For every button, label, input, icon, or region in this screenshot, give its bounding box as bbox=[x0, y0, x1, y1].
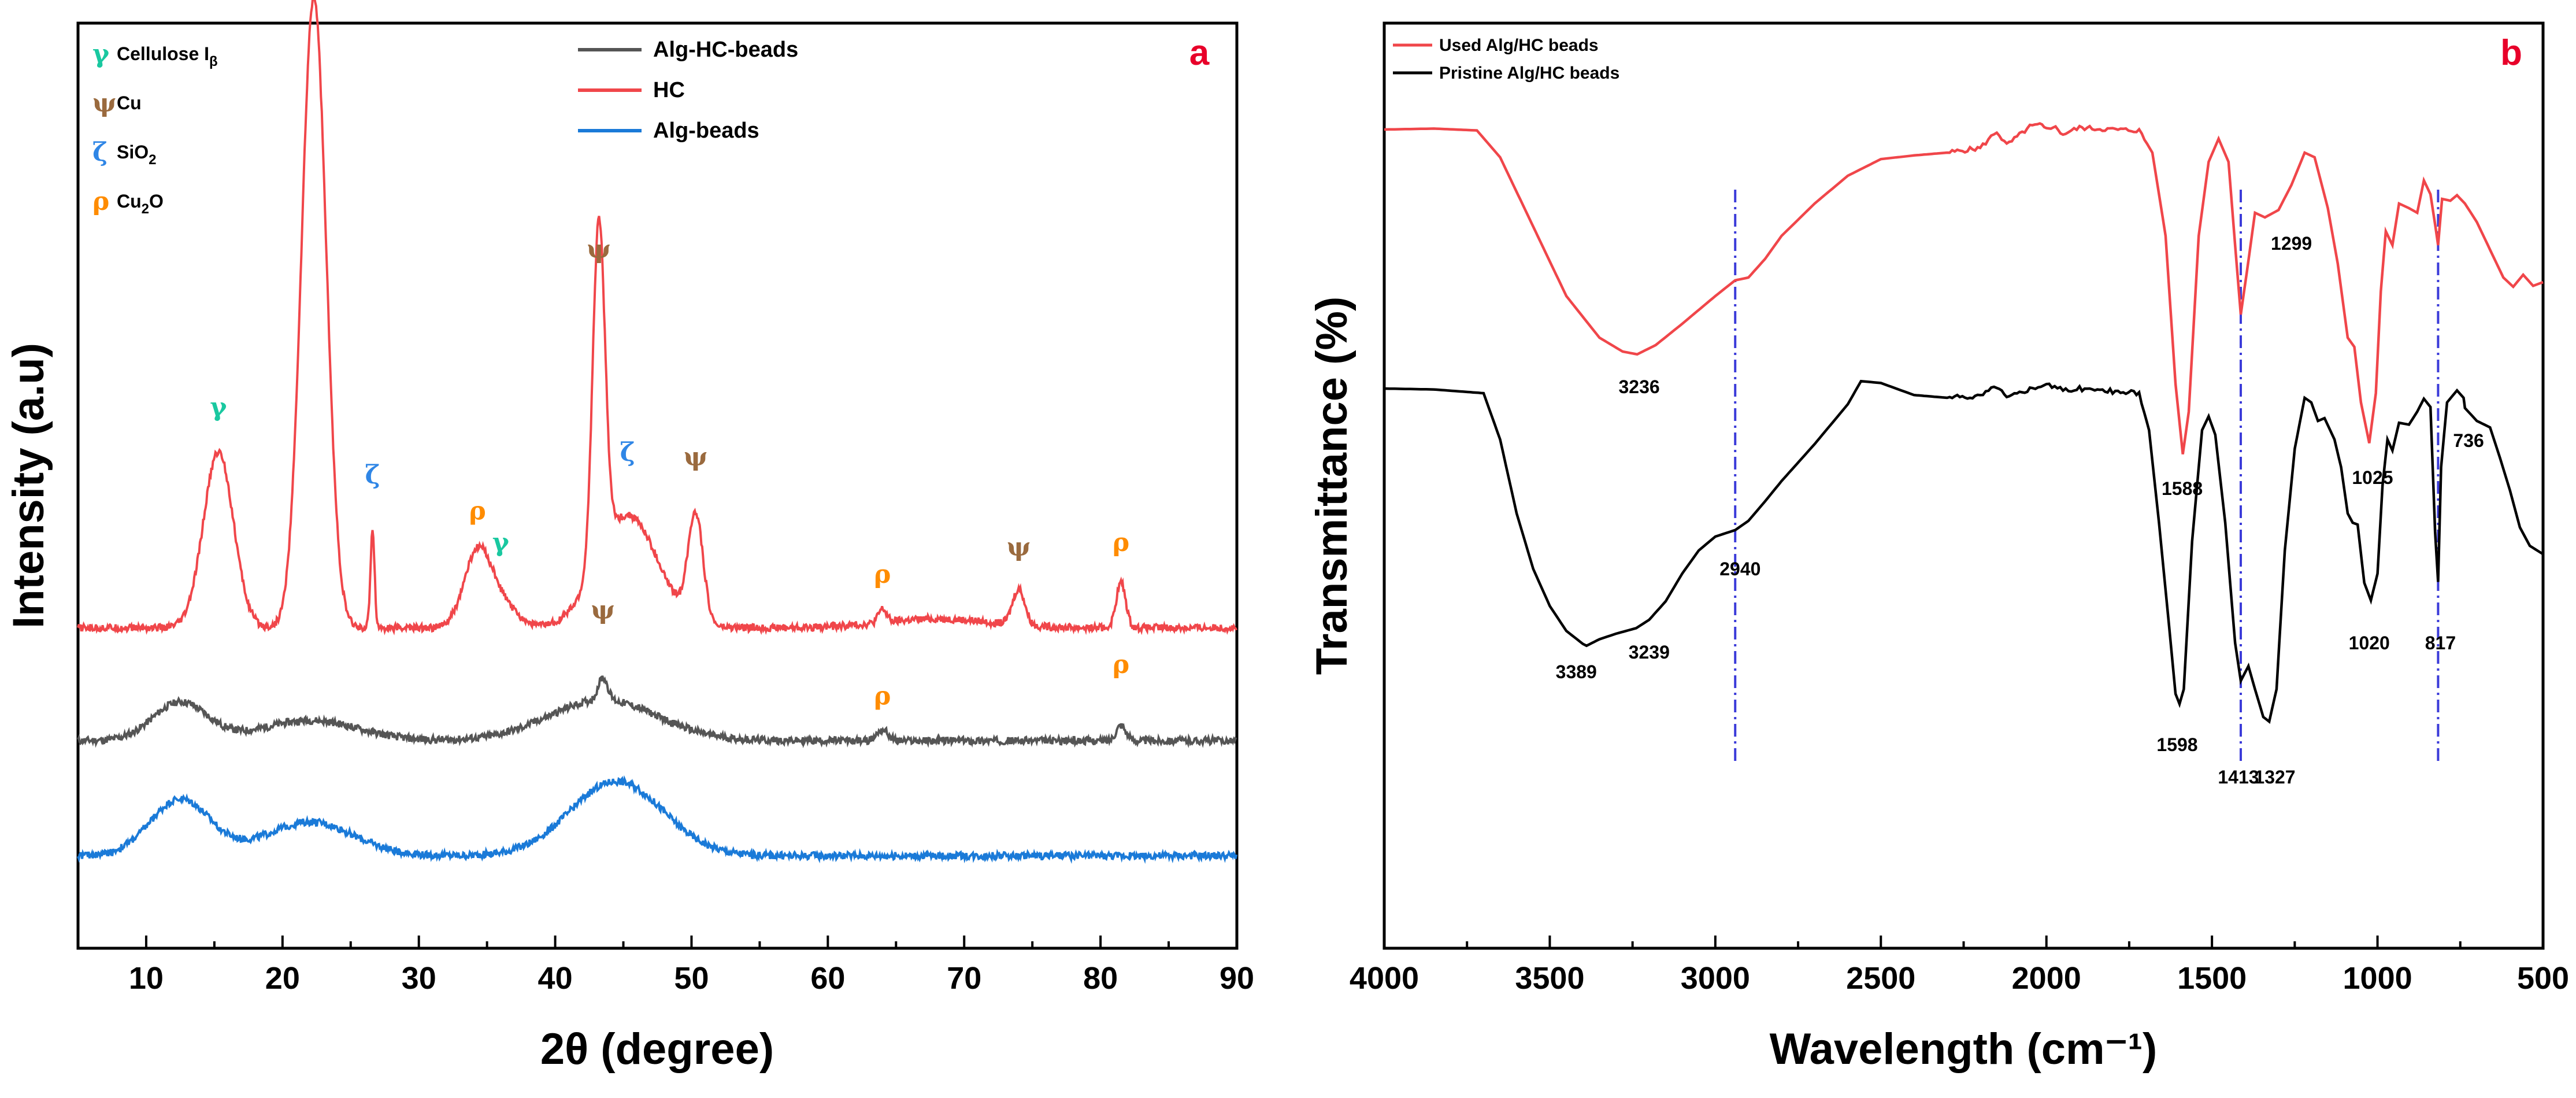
y-axis-title-b: Transmittance (%) bbox=[1307, 297, 1356, 675]
peak-label: 1327 bbox=[2254, 767, 2295, 788]
panel-letter-a: a bbox=[1189, 33, 1210, 73]
phase-legend-symbol: ρ bbox=[92, 187, 109, 216]
peak-label: 1588 bbox=[2162, 478, 2203, 499]
ftir-panel: 3236 1588 1299 1025 2940 3389 3239 1598 14131327… bbox=[1307, 21, 2569, 1074]
phase-marker: ρ bbox=[1113, 650, 1129, 679]
phase-marker: γ bbox=[210, 393, 227, 422]
panel-letter-b: b bbox=[2500, 33, 2522, 73]
x-tick-label: 1500 bbox=[2177, 961, 2247, 996]
series-legend-label: Pristine Alg/HC beads bbox=[1439, 64, 1619, 83]
phase-marker: ρ bbox=[469, 497, 486, 526]
x-tick-label: 90 bbox=[1220, 961, 1254, 996]
phase-marker: ρ bbox=[874, 682, 891, 711]
phase-legend-symbol: ψ bbox=[92, 88, 116, 118]
xrd-line-0 bbox=[77, 675, 1237, 749]
phase-legend-label: Cu2O bbox=[117, 191, 164, 217]
x-axis-ticks-a: 10 20 30 40 50 60 70 80 90 bbox=[77, 936, 1254, 996]
peak-label: 1598 bbox=[2156, 734, 2197, 755]
x-tick-label: 3000 bbox=[1681, 961, 1750, 996]
phase-legend-label: Cu bbox=[117, 93, 142, 113]
phase-marker: ρ bbox=[1113, 528, 1129, 557]
phase-marker: ζ bbox=[365, 460, 380, 490]
phase-marker: ψ bbox=[684, 442, 707, 472]
x-tick-label: 1000 bbox=[2343, 961, 2412, 996]
peak-label: 1025 bbox=[2352, 467, 2393, 488]
peak-label: 736 bbox=[2453, 430, 2484, 451]
reference-line-group bbox=[1734, 190, 2440, 763]
phase-marker: ρ bbox=[874, 560, 891, 589]
x-tick-label: 70 bbox=[947, 961, 981, 996]
series-legend-label: Alg-beads bbox=[653, 119, 759, 143]
series-legend-label: HC bbox=[653, 78, 685, 102]
xrd-series-group bbox=[77, 0, 1238, 864]
phase-legend-symbol: γ bbox=[92, 39, 110, 69]
x-tick-label: 50 bbox=[674, 961, 709, 996]
x-axis-title-a: 2θ (degree) bbox=[540, 1025, 774, 1074]
ftir-line-1 bbox=[1384, 379, 2544, 724]
phase-marker: ζ bbox=[620, 438, 635, 467]
plot-frame-a bbox=[76, 21, 1239, 950]
phase-marker-group: γγζργψζψρψρψρρ bbox=[210, 235, 1129, 711]
x-tick-label: 2000 bbox=[2012, 961, 2081, 996]
peak-label: 3239 bbox=[1629, 642, 1670, 663]
peak-label: 1299 bbox=[2271, 233, 2312, 254]
series-legend-label: Alg-HC-beads bbox=[653, 38, 798, 62]
phase-legend: γ Cellulose Iβψ Cu ζ SiO2 ρ Cu2O bbox=[92, 39, 218, 217]
x-tick-label: 2500 bbox=[1846, 961, 1915, 996]
x-tick-label: 60 bbox=[810, 961, 845, 996]
series-legend-a: Alg-HC-beads HC Alg-beads bbox=[578, 38, 798, 143]
x-tick-label: 3500 bbox=[1515, 961, 1584, 996]
x-tick-label: 20 bbox=[265, 961, 300, 996]
ftir-line-0 bbox=[1384, 122, 2544, 454]
phase-legend-symbol: ζ bbox=[92, 138, 108, 167]
phase-legend-label: Cellulose Iβ bbox=[117, 43, 218, 69]
y-axis-title-a: Intensity (a.u) bbox=[4, 343, 53, 629]
series-legend-label: Used Alg/HC beads bbox=[1439, 36, 1599, 55]
phase-marker: ψ bbox=[591, 596, 614, 625]
peak-label: 1413 bbox=[2218, 767, 2259, 788]
x-tick-label: 80 bbox=[1083, 961, 1118, 996]
xrd-line-1 bbox=[77, 0, 1237, 635]
x-tick-label: 4000 bbox=[1350, 961, 1419, 996]
ftir-series-group bbox=[1384, 122, 2544, 724]
peak-label-group: 3236 1588 1299 1025 2940 3389 3239 1598 14131327… bbox=[1556, 233, 2484, 788]
x-axis-ticks-b: 4000 3500 3000 2500 2000 1500 1000 500 bbox=[1350, 936, 2569, 996]
x-tick-label: 30 bbox=[402, 961, 436, 996]
x-tick-label: 500 bbox=[2517, 961, 2569, 996]
series-legend-b: Used Alg/HC beads Pristine Alg/HC beads bbox=[1393, 36, 1619, 83]
phase-marker: γ bbox=[492, 528, 510, 557]
phase-marker: ψ bbox=[1007, 533, 1031, 562]
peak-label: 3389 bbox=[1556, 661, 1597, 682]
x-tick-label: 40 bbox=[538, 961, 573, 996]
phase-marker: ψ bbox=[587, 235, 610, 264]
peak-label: 3236 bbox=[1619, 376, 1660, 397]
peak-label: 1020 bbox=[2349, 633, 2390, 653]
peak-label: 2940 bbox=[1719, 559, 1760, 579]
phase-legend-label: SiO2 bbox=[117, 142, 156, 168]
x-axis-title-b: Wavelength (cm⁻¹) bbox=[1770, 1025, 2158, 1074]
xrd-line-2 bbox=[77, 775, 1238, 864]
peak-label: 817 bbox=[2425, 633, 2456, 653]
x-tick-label: 10 bbox=[129, 961, 164, 996]
